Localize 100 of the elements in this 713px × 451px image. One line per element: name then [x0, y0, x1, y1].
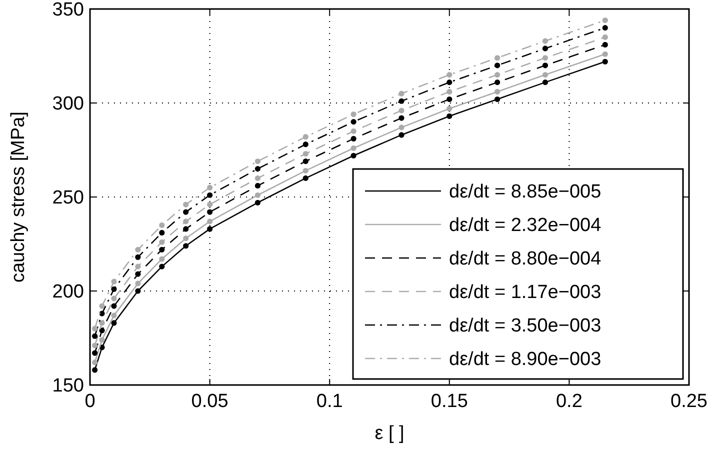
- point: [350, 128, 356, 134]
- point: [302, 175, 308, 181]
- point: [207, 209, 213, 215]
- point: [159, 239, 165, 245]
- point: [183, 236, 189, 242]
- point: [446, 113, 452, 119]
- point: [542, 80, 548, 86]
- y-axis-title: cauchy stress [MPa]: [8, 111, 29, 283]
- point: [542, 72, 548, 78]
- point: [602, 17, 608, 24]
- point: [92, 326, 98, 332]
- point: [183, 226, 189, 232]
- point: [398, 98, 404, 104]
- point: [159, 222, 165, 228]
- point: [111, 303, 117, 309]
- point: [398, 108, 404, 114]
- point: [446, 88, 452, 95]
- point: [350, 145, 356, 151]
- point: [183, 202, 189, 208]
- point: [494, 72, 500, 78]
- point: [302, 142, 308, 148]
- point: [135, 271, 141, 277]
- point: [254, 175, 261, 181]
- point: [398, 115, 404, 121]
- point: [207, 202, 213, 208]
- point: [542, 62, 548, 68]
- point: [135, 264, 141, 270]
- point: [99, 337, 105, 343]
- point: [135, 246, 141, 252]
- point: [159, 264, 165, 270]
- point: [446, 80, 452, 86]
- point: [602, 58, 608, 64]
- point: [350, 111, 356, 118]
- point: [302, 150, 308, 157]
- point: [542, 46, 548, 52]
- point: [302, 158, 308, 164]
- point: [350, 152, 356, 158]
- point: [254, 200, 261, 206]
- point: [135, 254, 141, 260]
- point: [602, 25, 608, 31]
- point: [254, 166, 261, 172]
- point: [92, 367, 98, 373]
- point: [111, 278, 117, 284]
- x-axis-title: ε [ ]: [374, 423, 404, 444]
- y-tick-label: 300: [52, 94, 84, 115]
- point: [494, 55, 500, 61]
- point: [302, 134, 308, 140]
- point: [183, 209, 189, 215]
- point: [207, 226, 213, 232]
- point: [207, 192, 213, 198]
- point: [494, 62, 500, 68]
- point: [183, 243, 189, 249]
- point: [446, 96, 452, 102]
- point: [602, 34, 608, 40]
- y-tick-label: 200: [52, 282, 84, 303]
- y-tick-label: 250: [52, 188, 84, 209]
- point: [159, 246, 165, 252]
- legend-label: dε/dt = 2.32e−004: [449, 215, 602, 236]
- legend-label: dε/dt = 8.85e−005: [449, 182, 602, 203]
- point: [350, 119, 356, 125]
- point: [159, 230, 165, 236]
- point: [494, 80, 500, 86]
- point: [446, 72, 452, 78]
- y-tick-label: 150: [52, 376, 84, 397]
- point: [111, 320, 117, 326]
- x-tick-label: 0: [84, 391, 96, 412]
- x-tick-label: 0.2: [556, 391, 582, 412]
- y-tick-label: 350: [52, 0, 84, 21]
- point: [135, 288, 141, 294]
- point: [494, 88, 500, 95]
- legend-label: dε/dt = 8.90e−003: [449, 349, 602, 370]
- point: [135, 280, 141, 286]
- point: [302, 168, 308, 174]
- legend-label: dε/dt = 8.80e−004: [449, 248, 602, 270]
- point: [92, 360, 98, 366]
- point: [92, 342, 98, 348]
- point: [99, 303, 105, 309]
- point: [398, 132, 404, 138]
- legend-label: dε/dt = 1.17e−003: [449, 282, 602, 304]
- point: [602, 51, 608, 57]
- point: [398, 124, 404, 130]
- x-tick-label: 0.1: [316, 391, 343, 412]
- point: [111, 312, 117, 318]
- point: [494, 96, 500, 102]
- x-tick-label: 0.05: [191, 391, 228, 412]
- point: [446, 106, 452, 112]
- x-tick-label: 0.15: [430, 391, 468, 412]
- point: [99, 320, 105, 326]
- point: [111, 286, 117, 292]
- point: [159, 256, 165, 262]
- legend-label: dε/dt = 3.50e−003: [449, 316, 602, 337]
- point: [207, 218, 213, 224]
- point: [207, 184, 213, 190]
- point: [602, 42, 608, 48]
- point: [254, 158, 261, 164]
- point: [254, 192, 261, 198]
- point: [111, 296, 117, 302]
- point: [398, 90, 404, 96]
- x-tick-label: 0.25: [670, 391, 708, 412]
- point: [542, 38, 548, 44]
